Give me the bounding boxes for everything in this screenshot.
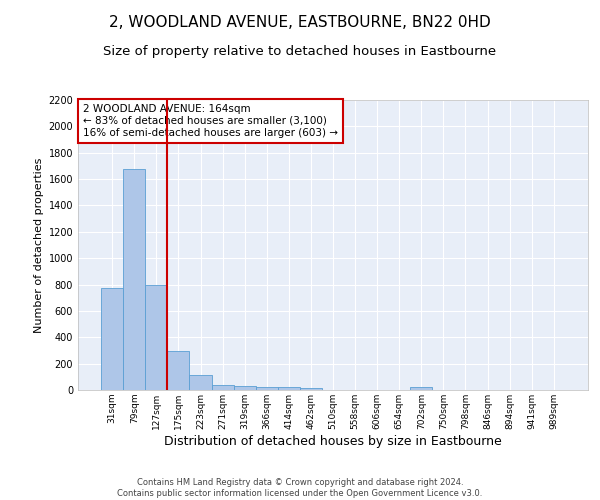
Bar [167, 351, 190, 390]
Bar [123, 168, 145, 390]
Bar [212, 384, 233, 390]
Bar [101, 288, 123, 390]
Y-axis label: Number of detached properties: Number of detached properties [34, 158, 44, 332]
Text: Size of property relative to detached houses in Eastbourne: Size of property relative to detached ho… [103, 45, 497, 58]
Bar [145, 284, 167, 390]
Bar [190, 375, 212, 390]
Bar [300, 388, 322, 390]
Bar [278, 388, 300, 390]
Text: 2, WOODLAND AVENUE, EASTBOURNE, BN22 0HD: 2, WOODLAND AVENUE, EASTBOURNE, BN22 0HD [109, 15, 491, 30]
Bar [256, 386, 278, 390]
X-axis label: Distribution of detached houses by size in Eastbourne: Distribution of detached houses by size … [164, 434, 502, 448]
Bar [410, 388, 433, 390]
Text: Contains HM Land Registry data © Crown copyright and database right 2024.
Contai: Contains HM Land Registry data © Crown c… [118, 478, 482, 498]
Text: 2 WOODLAND AVENUE: 164sqm
← 83% of detached houses are smaller (3,100)
16% of se: 2 WOODLAND AVENUE: 164sqm ← 83% of detac… [83, 104, 338, 138]
Bar [233, 386, 256, 390]
